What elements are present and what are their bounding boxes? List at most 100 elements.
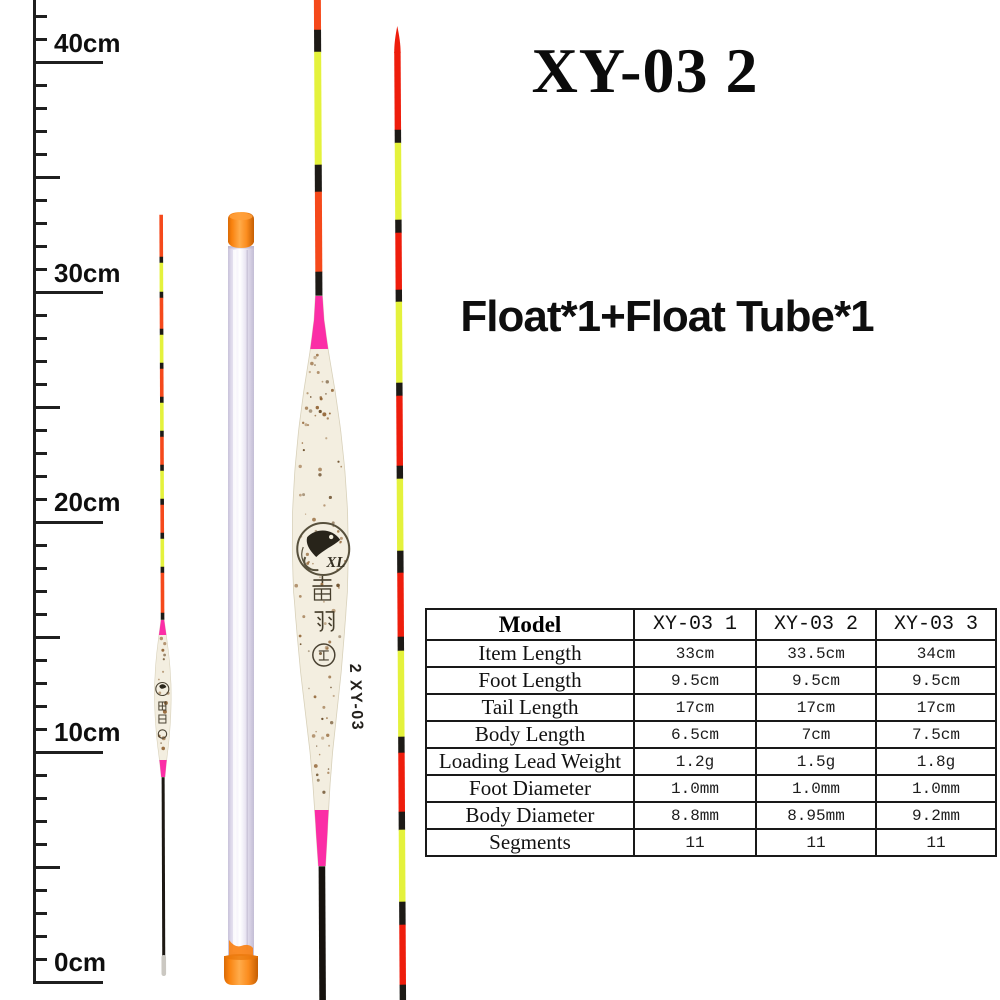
spec-cell: 9.5cm xyxy=(875,666,997,695)
ruler-label: 40cm xyxy=(54,27,121,58)
spec-row-label: Segments xyxy=(425,828,635,857)
ruler-tick xyxy=(33,497,47,501)
spec-header-model-2: XY-03 2 xyxy=(755,608,877,641)
ruler-tick xyxy=(33,750,103,754)
spec-header-model-3: XY-03 3 xyxy=(875,608,997,641)
spec-cell: 1.8g xyxy=(875,747,997,776)
ruler-tick xyxy=(33,406,60,409)
ruler-tick xyxy=(33,199,47,203)
tube-bottom-cap xyxy=(224,956,258,985)
table-row: Foot Diameter 1.0mm 1.0mm 1.0mm xyxy=(425,774,997,803)
ruler-tick xyxy=(33,474,47,478)
ruler-tick xyxy=(33,314,47,318)
ruler-tick xyxy=(33,245,47,249)
table-row: Segments 11 11 11 xyxy=(425,828,997,857)
ruler-tick xyxy=(33,84,47,88)
ruler-tick xyxy=(33,337,47,341)
spec-row-label: Foot Length xyxy=(425,666,635,695)
spec-cell: 17cm xyxy=(755,693,877,722)
spec-cell: 9.2mm xyxy=(875,801,997,830)
ruler-tick xyxy=(33,38,47,42)
ruler-tick xyxy=(33,704,47,708)
spec-header-model-1: XY-03 1 xyxy=(633,608,757,641)
spec-row-label: Body Length xyxy=(425,720,635,749)
product-title: XY-03 2 xyxy=(531,35,759,106)
ruler-tick xyxy=(33,153,47,157)
float-small xyxy=(154,214,172,976)
spec-table: Model XY-03 1 XY-03 2 XY-03 3 Item Lengt… xyxy=(425,608,997,857)
ruler-tick xyxy=(33,934,47,938)
spec-header-model: Model xyxy=(425,608,635,641)
table-row: Item Length 33cm 33.5cm 34cm xyxy=(425,639,997,668)
ruler-tick xyxy=(33,130,47,134)
table-row: Body Length 6.5cm 7cm 7.5cm xyxy=(425,720,997,749)
spec-cell: 7cm xyxy=(755,720,877,749)
ruler-tick xyxy=(33,589,47,593)
table-row: Body Diameter 8.8mm 8.95mm 9.2mm xyxy=(425,801,997,830)
table-row: Loading Lead Weight 1.2g 1.5g 1.8g xyxy=(425,747,997,776)
float-small-brand-marks xyxy=(155,681,170,739)
spec-row-label: Loading Lead Weight xyxy=(425,747,635,776)
spec-row-label: Tail Length xyxy=(425,693,635,722)
spec-cell: 34cm xyxy=(875,639,997,668)
spec-cell: 1.0mm xyxy=(633,774,757,803)
spec-cell: 9.5cm xyxy=(633,666,757,695)
float-main: XL 2 XY-03 xyxy=(291,0,366,1000)
ruler-tick xyxy=(33,911,47,915)
ruler-tick xyxy=(33,842,47,846)
spec-row-label: Body Diameter xyxy=(425,801,635,830)
ruler-tick xyxy=(33,796,47,800)
ruler-tick xyxy=(33,612,47,616)
spec-cell: 8.8mm xyxy=(633,801,757,830)
brand-logo-text: XL xyxy=(325,555,345,571)
body-model-text: 2 XY-03 xyxy=(346,663,366,731)
ruler-tick xyxy=(33,222,47,226)
ruler-tick xyxy=(33,957,47,961)
ruler-tick xyxy=(33,15,47,19)
ruler-tick xyxy=(33,360,47,364)
ruler-tick xyxy=(33,451,47,455)
ruler-tick xyxy=(33,658,47,662)
ruler-tick xyxy=(33,819,47,823)
ruler-tick xyxy=(33,773,47,777)
ruler-tick xyxy=(33,888,47,892)
ruler-label: 30cm xyxy=(54,257,121,288)
ruler-tick xyxy=(33,268,47,272)
spec-row-label: Item Length xyxy=(425,639,635,668)
ruler-tick xyxy=(33,176,60,180)
spec-cell: 1.0mm xyxy=(875,774,997,803)
float-tube xyxy=(224,212,258,985)
ruler-label: 20cm xyxy=(54,487,121,518)
spec-cell: 8.95mm xyxy=(755,801,877,830)
tube-body xyxy=(228,246,254,958)
spec-header-row: Model XY-03 1 XY-03 2 XY-03 3 xyxy=(425,608,997,641)
spec-cell: 17cm xyxy=(875,693,997,722)
spec-cell: 33cm xyxy=(633,639,757,668)
spec-cell: 11 xyxy=(875,828,997,857)
table-row: Tail Length 17cm 17cm 17cm xyxy=(425,693,997,722)
ruler-tick xyxy=(33,566,47,570)
ruler-tick xyxy=(33,61,103,65)
float-main-brand-marks: XL 2 XY-03 xyxy=(296,521,366,731)
ruler-line xyxy=(33,0,36,983)
package-contents: Float*1+Float Tube*1 xyxy=(460,292,874,341)
spec-cell: 33.5cm xyxy=(755,639,877,668)
spec-cell: 1.5g xyxy=(755,747,877,776)
ruler-label: 10cm xyxy=(54,717,121,748)
ruler-tick xyxy=(33,635,60,639)
spec-cell: 11 xyxy=(633,828,757,857)
table-row: Foot Length 9.5cm 9.5cm 9.5cm xyxy=(425,666,997,695)
ruler-tick xyxy=(33,107,47,111)
spec-cell: 1.0mm xyxy=(755,774,877,803)
ruler-tick xyxy=(33,865,60,869)
spec-cell: 17cm xyxy=(633,693,757,722)
spec-cell: 11 xyxy=(755,828,877,857)
spec-cell: 9.5cm xyxy=(755,666,877,695)
spec-cell: 1.2g xyxy=(633,747,757,776)
ruler-tick xyxy=(33,980,103,984)
brand-chinese-characters xyxy=(312,575,335,632)
ruler-tick xyxy=(33,291,103,295)
float-right xyxy=(394,26,407,1000)
spec-cell: 6.5cm xyxy=(633,720,757,749)
